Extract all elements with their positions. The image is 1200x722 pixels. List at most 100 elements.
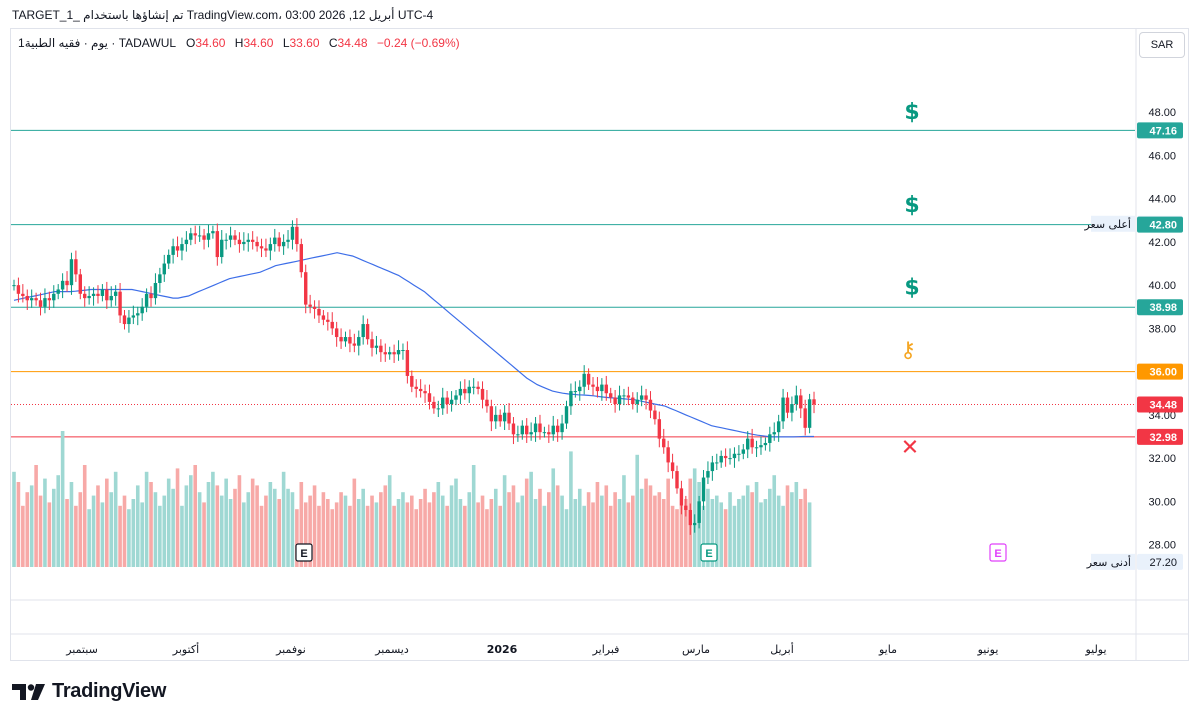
candle-body xyxy=(449,399,454,405)
candle-body xyxy=(122,315,127,325)
candle-body xyxy=(140,306,144,314)
candle-body xyxy=(746,438,750,450)
volume-bar xyxy=(396,499,401,567)
symbol-ohlc-bar: 1يوم · فقيه الطبية · TADAWUL O34.60 H34.… xyxy=(18,36,466,50)
candle-body xyxy=(684,505,688,510)
key-icon: ⚷ xyxy=(900,338,916,363)
volume-bar xyxy=(317,505,321,567)
price-axis-tag-label: 42.80 xyxy=(1149,220,1177,232)
volume-bar xyxy=(644,478,648,567)
volume-bar xyxy=(268,482,273,567)
volume-bar xyxy=(242,502,246,567)
x-tick-label: أبريل xyxy=(770,642,794,656)
candle-body xyxy=(365,324,370,340)
volume-bar xyxy=(706,488,710,567)
candle-body xyxy=(374,345,379,348)
volume-bar xyxy=(463,505,467,567)
candle-body xyxy=(591,384,595,387)
candle-body xyxy=(467,386,471,394)
candle-body xyxy=(12,285,16,287)
candle-body xyxy=(463,388,467,394)
candle-body xyxy=(268,244,273,251)
volume-bar xyxy=(162,495,167,567)
volume-bar xyxy=(454,478,458,567)
candle-body xyxy=(675,471,679,489)
candle-body xyxy=(768,434,772,443)
volume-bar xyxy=(175,468,180,567)
candle-body xyxy=(38,300,43,307)
moving-average-line xyxy=(13,252,814,438)
volume-bar xyxy=(295,509,299,567)
volume-bar xyxy=(542,505,547,567)
volume-bar xyxy=(582,505,586,567)
candle-body xyxy=(162,263,166,275)
candle-body xyxy=(308,304,312,307)
candle-body xyxy=(56,289,60,294)
volume-bar xyxy=(405,502,410,567)
volume-bar xyxy=(524,478,529,567)
candle-body xyxy=(445,397,449,405)
volume-bar xyxy=(631,495,635,567)
volume-bar xyxy=(277,499,281,567)
volume-bar xyxy=(343,495,348,567)
candle-body xyxy=(732,453,737,459)
volume-bar xyxy=(43,478,47,567)
tradingview-logo[interactable]: TradingView xyxy=(12,680,166,703)
candle-body xyxy=(525,425,529,435)
candle-body xyxy=(754,447,759,449)
candle-body xyxy=(613,397,617,405)
volume-bar xyxy=(74,505,78,567)
volume-bar xyxy=(96,485,100,567)
cross-icon: ✕ xyxy=(901,435,919,460)
candle-body xyxy=(785,397,790,413)
candle-body xyxy=(401,350,405,352)
volume-bar xyxy=(127,509,131,567)
volume-bar xyxy=(47,502,52,567)
volume-bar xyxy=(197,492,202,567)
volume-bar xyxy=(153,492,158,567)
volume-bar xyxy=(135,485,140,567)
candle-body xyxy=(710,462,715,472)
close-label: C xyxy=(328,36,338,50)
earnings-badge-label: E xyxy=(994,548,1001,560)
candle-body xyxy=(197,235,202,237)
candle-body xyxy=(781,397,785,422)
candle-body xyxy=(604,384,608,394)
volume-bar xyxy=(219,495,224,567)
volume-bar xyxy=(352,478,357,567)
volume-bar xyxy=(529,471,533,567)
candle-body xyxy=(158,274,162,283)
volume-bar xyxy=(639,488,644,567)
volume-bar xyxy=(502,475,507,567)
candle-body xyxy=(436,408,441,410)
candle-body xyxy=(790,404,794,413)
candle-body xyxy=(648,399,653,411)
candle-body xyxy=(489,406,494,422)
volume-bar xyxy=(728,492,732,567)
volume-bar xyxy=(144,471,149,567)
candle-body xyxy=(728,458,732,460)
volume-bar xyxy=(330,509,335,567)
earnings-badge-label: E xyxy=(300,548,307,560)
volume-bar xyxy=(675,509,679,567)
volume-bar xyxy=(361,488,365,567)
volume-bar xyxy=(790,492,794,567)
volume-bar xyxy=(215,485,220,567)
volume-bar xyxy=(710,499,715,567)
candle-body xyxy=(697,501,701,523)
candle-body xyxy=(96,293,100,296)
currency-button[interactable]: SAR xyxy=(1139,32,1185,58)
candle-body xyxy=(560,423,564,433)
symbol-label[interactable]: 1يوم · فقيه الطبية · TADAWUL xyxy=(18,36,177,50)
volume-bar xyxy=(51,488,56,567)
candle-body xyxy=(352,343,357,346)
price-stat-label: أعلى سعر xyxy=(1083,217,1131,231)
volume-bar xyxy=(511,485,516,567)
volume-bar xyxy=(166,478,171,567)
candle-body xyxy=(794,395,799,405)
candle-body xyxy=(569,391,573,407)
candle-body xyxy=(812,399,816,405)
volume-bar xyxy=(91,495,96,567)
volume-bar xyxy=(312,485,317,567)
